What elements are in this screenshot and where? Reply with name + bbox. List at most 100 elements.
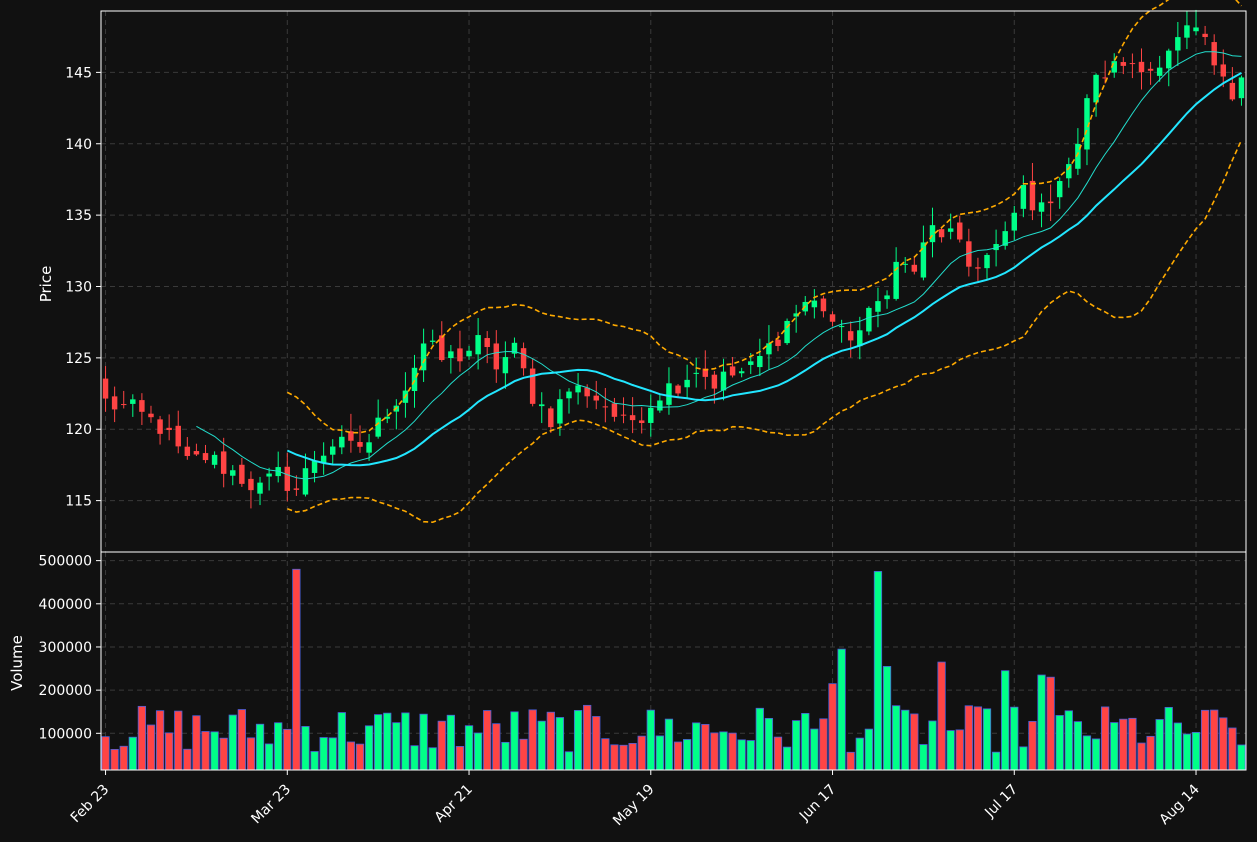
candle-body <box>666 383 672 405</box>
volume-tick-label: 500000 <box>39 554 92 570</box>
candle-body <box>938 229 945 238</box>
volume-bar <box>664 718 674 771</box>
volume-bar <box>619 744 628 771</box>
volume-bar <box>1110 722 1119 771</box>
candle-body <box>1220 64 1227 77</box>
candle-body <box>629 415 636 421</box>
volume-bar <box>1155 719 1164 771</box>
volume-bar <box>337 712 346 771</box>
volume-bar <box>592 716 601 771</box>
volume-bar <box>174 710 183 771</box>
candle-body <box>566 391 572 399</box>
candle-body <box>966 241 972 267</box>
price-tick-label: 135 <box>65 208 92 224</box>
candle-body <box>484 338 490 348</box>
volume-bar <box>1101 706 1110 771</box>
candle-body <box>448 351 454 359</box>
volume-bar <box>646 709 655 771</box>
candle-body <box>1029 180 1036 211</box>
candle-body <box>148 413 154 418</box>
candle-body <box>811 300 818 308</box>
volume-bar <box>991 751 1001 771</box>
candle-body <box>911 264 918 272</box>
volume-bar <box>364 725 374 771</box>
volume-bar <box>573 710 583 771</box>
volume-bar <box>255 723 265 771</box>
volume-bar <box>919 744 928 771</box>
candle-body <box>1075 143 1081 169</box>
candle-body <box>1129 63 1136 65</box>
candle-body <box>493 343 500 370</box>
volume-bar <box>192 715 201 771</box>
volume-bar <box>628 743 637 771</box>
volume-bar <box>165 732 174 771</box>
candle-body <box>1102 77 1108 79</box>
candle-body <box>893 261 899 299</box>
volume-tick-label: 200000 <box>39 683 92 699</box>
candle-body <box>657 400 663 411</box>
candle-body <box>529 368 536 404</box>
slow-moving-average-line <box>286 72 1242 467</box>
volume-bar <box>1191 731 1201 771</box>
volume-bar <box>292 568 301 771</box>
volume-bar <box>792 720 801 771</box>
volume-bar <box>701 724 710 771</box>
volume-bar <box>1164 706 1173 771</box>
upper-band-line <box>286 0 1243 434</box>
volume-bar <box>1001 670 1010 771</box>
volume-bar <box>1128 717 1137 771</box>
volume-bar <box>973 706 983 771</box>
volume-bar <box>882 665 892 771</box>
volume-bar <box>873 571 883 771</box>
volume-bar <box>501 741 510 771</box>
candle-body <box>702 368 709 377</box>
candle-body <box>648 407 654 423</box>
volume-bar <box>546 711 555 771</box>
volume-bar <box>673 741 683 771</box>
volume-bar <box>410 745 419 771</box>
volume-bar <box>955 729 964 771</box>
candle-body <box>1056 181 1063 198</box>
volume-bar <box>683 739 692 771</box>
volume-bar <box>483 710 492 771</box>
volume-panel-frame <box>100 551 1247 771</box>
candle-body <box>475 335 481 355</box>
candle-body <box>130 399 136 404</box>
candle-body <box>975 267 981 269</box>
price-tick-label: 140 <box>65 137 92 153</box>
volume-bar <box>428 747 437 771</box>
candle-body <box>1238 77 1245 99</box>
volume-bar <box>728 732 737 771</box>
volume-bar <box>419 713 428 771</box>
volume-bar <box>1210 709 1219 771</box>
volume-bar <box>319 737 328 771</box>
candle-body <box>611 403 618 417</box>
volume-bar <box>946 730 955 771</box>
volume-bar <box>1064 710 1073 771</box>
candle-body <box>1093 74 1099 103</box>
volume-bar <box>1200 709 1210 771</box>
candle-body <box>230 470 236 476</box>
candle-body <box>548 408 554 428</box>
volume-bar <box>910 713 919 771</box>
volume-bar <box>183 748 192 771</box>
volume-bar <box>1091 738 1101 771</box>
candle-body <box>357 442 363 447</box>
candle-body <box>157 419 163 434</box>
volume-bar <box>392 722 401 771</box>
volume-bar <box>228 714 237 771</box>
candle-body <box>1202 33 1208 38</box>
candle-body <box>875 301 881 312</box>
candle-body <box>266 473 272 477</box>
candle-body <box>1111 61 1117 73</box>
volume-bar <box>601 738 610 771</box>
price-y-axis: 115 120 125 130 135 140 145 <box>65 65 101 510</box>
volume-bar <box>219 737 228 771</box>
volume-bar <box>583 704 592 771</box>
volume-bar <box>1028 720 1037 771</box>
candle-body <box>1166 50 1172 69</box>
candle-body <box>1175 37 1181 51</box>
volume-bar <box>346 741 356 771</box>
candle-body <box>920 242 927 278</box>
candle-body <box>748 361 754 365</box>
